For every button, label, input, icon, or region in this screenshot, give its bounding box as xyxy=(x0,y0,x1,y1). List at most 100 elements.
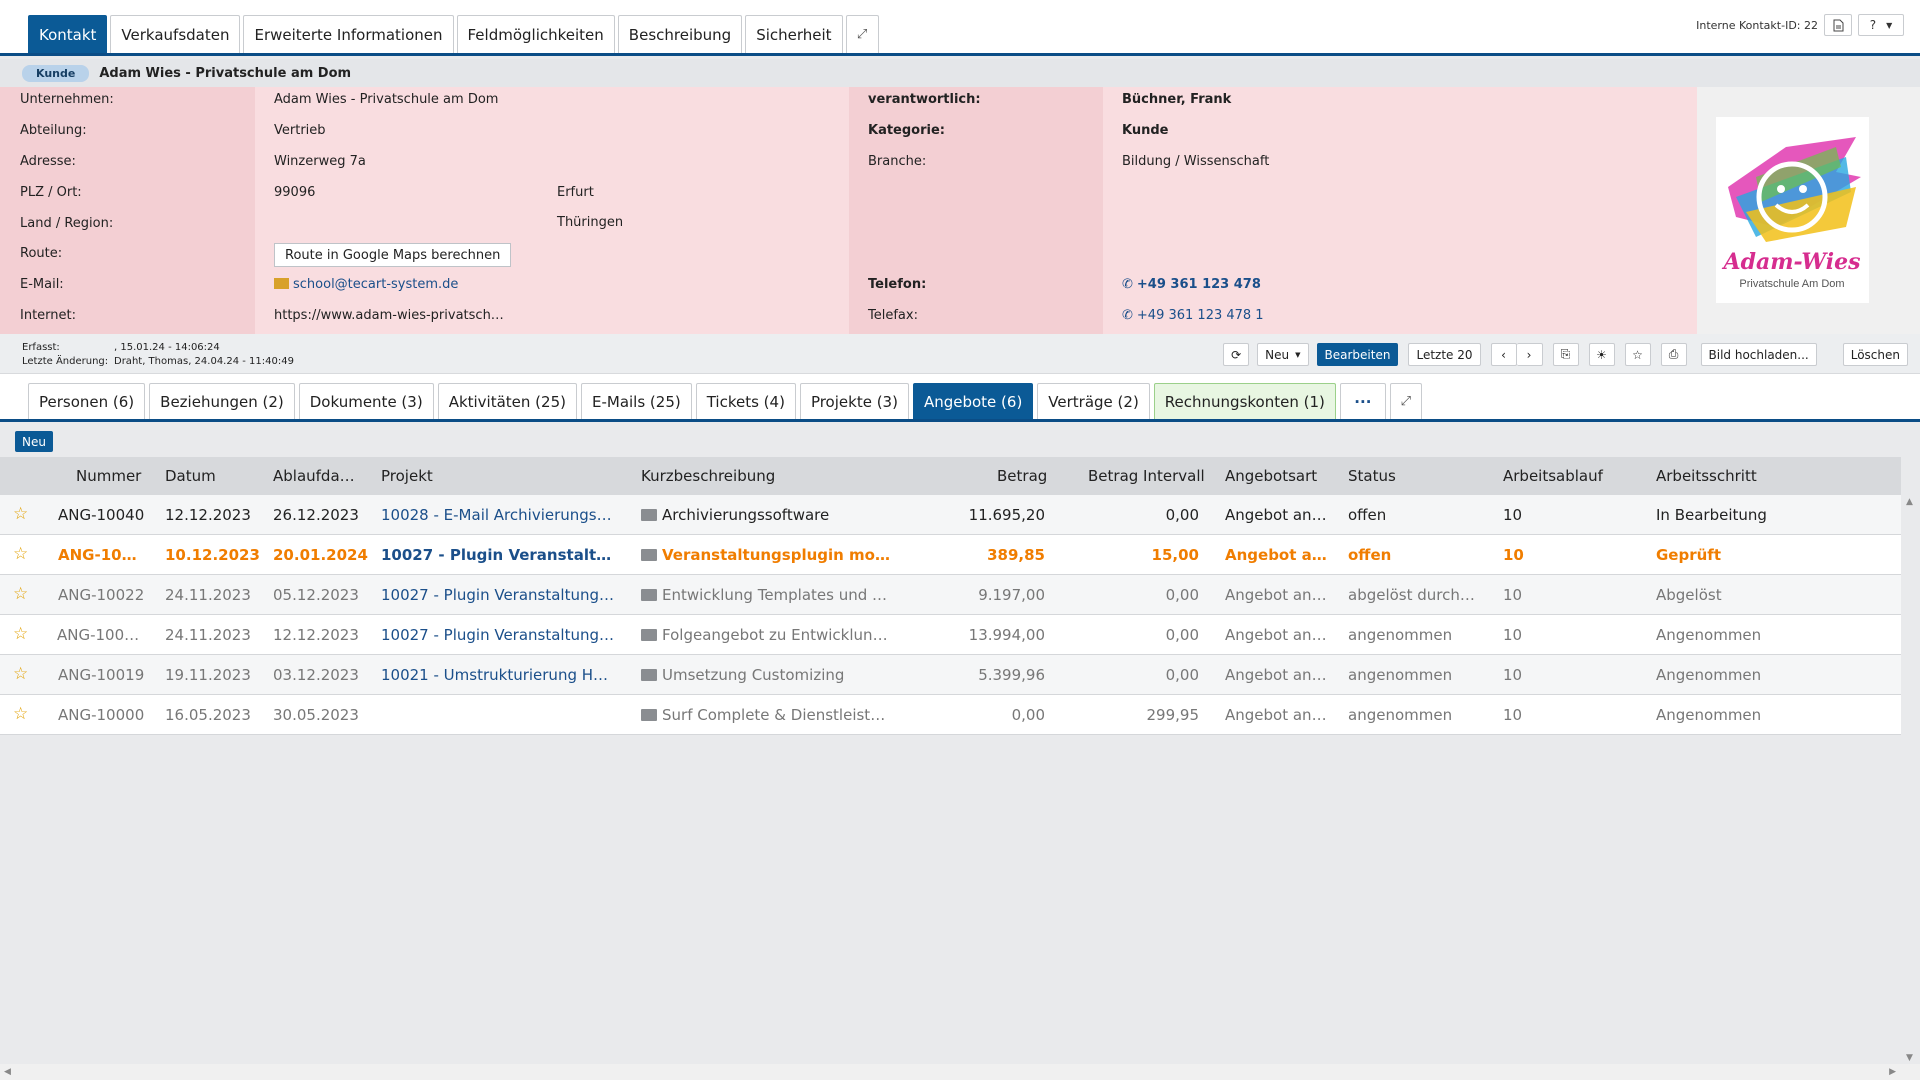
last-20-button[interactable]: Letzte 20 xyxy=(1408,343,1481,366)
cell-betrag: 5.399,96 xyxy=(978,666,1045,684)
column-header-arbeitsschritt[interactable]: Arbeitsschritt xyxy=(1656,467,1757,485)
email-value[interactable]: school@tecart-system.de xyxy=(293,277,459,292)
star-icon[interactable]: ☆ xyxy=(13,664,29,684)
cell-projekt-link[interactable]: 10027 - Plugin Veranstaltungen xyxy=(381,546,615,564)
tab-personen[interactable]: Personen (6) xyxy=(28,383,146,419)
tab-verkaufsdaten[interactable]: Verkaufsdaten xyxy=(110,15,241,53)
cell-projekt-link[interactable]: 10027 - Plugin Veranstaltungen xyxy=(381,626,615,644)
kategorie-value: Kunde xyxy=(1122,123,1169,138)
tab-vertraege[interactable]: Verträge (2) xyxy=(1037,383,1150,419)
column-header-angebotsart[interactable]: Angebotsart xyxy=(1225,467,1318,485)
tab-beschreibung[interactable]: Beschreibung xyxy=(617,15,743,53)
cell-intervall: 0,00 xyxy=(1165,586,1199,604)
table-row[interactable]: ☆ ANG-10000 16.05.2023 30.05.2023 Surf C… xyxy=(0,695,1901,735)
tab-angebote[interactable]: Angebote (6) xyxy=(912,383,1034,419)
help-dropdown[interactable]: ? ▼ xyxy=(1858,14,1904,36)
cell-arbeitsschritt: In Bearbeitung xyxy=(1656,506,1767,524)
cell-intervall: 299,95 xyxy=(1146,706,1200,724)
table-row[interactable]: ☆ ANG-10019 19.11.2023 03.12.2023 10021 … xyxy=(0,655,1901,695)
scroll-right-icon[interactable]: ▶ xyxy=(1889,1067,1896,1077)
phone-icon: ✆ xyxy=(1122,308,1133,323)
email-link[interactable]: school@tecart-system.de xyxy=(274,277,458,292)
cell-projekt-link[interactable]: 10028 - E-Mail Archivierungsso… xyxy=(381,506,615,524)
star-icon[interactable]: ☆ xyxy=(13,504,29,524)
new-dropdown-button[interactable]: Neu ▼ xyxy=(1257,343,1309,366)
tab-tickets[interactable]: Tickets (4) xyxy=(695,383,796,419)
upload-image-button[interactable]: Bild hochladen... xyxy=(1700,343,1817,366)
table-row[interactable]: ☆ ANG-100… 10.12.2023 20.01.2024 10027 -… xyxy=(0,535,1901,575)
tab-aktivitaeten[interactable]: Aktivitäten (25) xyxy=(437,383,577,419)
star-icon[interactable]: ☆ xyxy=(13,584,29,604)
cell-nummer: ANG-10040 xyxy=(58,506,145,524)
expand-icon[interactable]: ⤢ xyxy=(845,15,879,53)
telefon-link[interactable]: ✆ +49 361 123 478 xyxy=(1122,277,1261,292)
column-header-betrag-intervall[interactable]: Betrag Intervall xyxy=(1088,467,1205,485)
table-row[interactable]: ☆ ANG-100… 24.11.2023 12.12.2023 10027 -… xyxy=(0,615,1901,655)
pager: ‹ › xyxy=(1490,343,1543,366)
column-header-betrag[interactable]: Betrag xyxy=(997,467,1048,485)
column-header-status[interactable]: Status xyxy=(1348,467,1396,485)
tab-kontakt[interactable]: Kontakt xyxy=(28,15,108,53)
cell-projekt-link[interactable]: 10027 - Plugin Veranstaltungen xyxy=(381,586,615,604)
tab-erweiterte-informationen[interactable]: Erweiterte Informationen xyxy=(243,15,454,53)
cell-angebotsart: Angebot a… xyxy=(1225,546,1327,564)
folder-icon xyxy=(641,549,657,561)
table-row[interactable]: ☆ ANG-10040 12.12.2023 26.12.2023 10028 … xyxy=(0,495,1901,535)
scroll-left-icon[interactable]: ◀ xyxy=(4,1067,11,1077)
record-meta: Erfasst: , 15.01.24 - 14:06:24 Letzte Änd… xyxy=(22,341,294,369)
telefax-value[interactable]: +49 361 123 478 1 xyxy=(1136,308,1264,323)
tab-rechnungskonten[interactable]: Rechnungskonten (1) xyxy=(1153,383,1336,419)
adresse-value: Winzerweg 7a xyxy=(274,154,366,169)
list-action-bar: Neu xyxy=(0,425,1920,457)
tab-dokumente[interactable]: Dokumente (3) xyxy=(298,383,434,419)
previous-icon[interactable]: ‹ xyxy=(1490,343,1517,366)
delete-button[interactable]: Löschen xyxy=(1842,343,1908,366)
expand-icon[interactable]: ⤢ xyxy=(1389,383,1422,419)
refresh-icon[interactable]: ⟳ xyxy=(1223,343,1250,366)
print-icon[interactable]: ⎙ xyxy=(1660,343,1687,366)
tab-sicherheit[interactable]: Sicherheit xyxy=(745,15,843,53)
cell-arbeitsablauf: 10 xyxy=(1503,706,1523,724)
envelope-icon xyxy=(274,278,289,289)
star-icon[interactable]: ☆ xyxy=(13,624,29,644)
column-header-projekt[interactable]: Projekt xyxy=(381,467,433,485)
route-google-maps-button[interactable]: Route in Google Maps berechnen xyxy=(274,243,512,267)
cell-status: angenommen xyxy=(1348,706,1453,724)
folder-icon xyxy=(641,709,657,721)
cell-ablauf: 26.12.2023 xyxy=(273,506,359,524)
tab-emails[interactable]: E-Mails (25) xyxy=(580,383,692,419)
scroll-up-icon[interactable]: ▲ xyxy=(1906,497,1913,507)
new-offer-button[interactable]: Neu xyxy=(15,431,53,452)
telefax-label: Telefax: xyxy=(868,308,918,323)
internet-link[interactable]: https://www.adam-wies-privatsch… xyxy=(274,308,504,323)
cell-projekt-link[interactable]: 10021 - Umstrukturierung Hom… xyxy=(381,666,615,684)
column-header-kurzbeschreibung[interactable]: Kurzbeschreibung xyxy=(641,467,776,485)
offers-table: ☆ ANG-10040 12.12.2023 26.12.2023 10028 … xyxy=(0,495,1901,735)
star-icon[interactable]: ☆ xyxy=(13,704,29,724)
column-header-ablaufdatum[interactable]: Ablaufda… xyxy=(273,467,355,485)
tab-feldmoeglichkeiten[interactable]: Feldmöglichkeiten xyxy=(456,15,615,53)
telefon-value[interactable]: +49 361 123 478 xyxy=(1136,277,1261,292)
plz-ort-label: PLZ / Ort: xyxy=(20,185,82,200)
cell-status: offen xyxy=(1348,506,1387,524)
unternehmen-label: Unternehmen: xyxy=(20,92,114,107)
vertical-scrollbar[interactable]: ▲ ▼ xyxy=(1901,495,1920,1065)
document-icon[interactable] xyxy=(1824,14,1852,36)
edit-button[interactable]: Bearbeiten xyxy=(1316,343,1399,366)
telefax-link[interactable]: ✆ +49 361 123 478 1 xyxy=(1122,308,1264,323)
cell-kurzbeschreibung: Surf Complete & Dienstleistun… xyxy=(641,706,891,724)
star-icon[interactable]: ☆ xyxy=(13,544,29,564)
more-tabs-button[interactable]: ··· xyxy=(1339,383,1386,419)
copy-icon[interactable]: ⎘ xyxy=(1552,343,1579,366)
table-row[interactable]: ☆ ANG-10022 24.11.2023 05.12.2023 10027 … xyxy=(0,575,1901,615)
alarm-icon[interactable]: ☀ xyxy=(1588,343,1615,366)
next-icon[interactable]: › xyxy=(1516,343,1543,366)
column-header-datum[interactable]: Datum xyxy=(165,467,216,485)
star-icon[interactable]: ☆ xyxy=(1624,343,1651,366)
scroll-down-icon[interactable]: ▼ xyxy=(1906,1053,1913,1063)
column-header-nummer[interactable]: Nummer xyxy=(76,467,142,485)
tab-beziehungen[interactable]: Beziehungen (2) xyxy=(149,383,295,419)
horizontal-scrollbar[interactable]: ◀ ▶ xyxy=(0,1064,1920,1080)
tab-projekte[interactable]: Projekte (3) xyxy=(799,383,909,419)
column-header-arbeitsablauf[interactable]: Arbeitsablauf xyxy=(1503,467,1603,485)
